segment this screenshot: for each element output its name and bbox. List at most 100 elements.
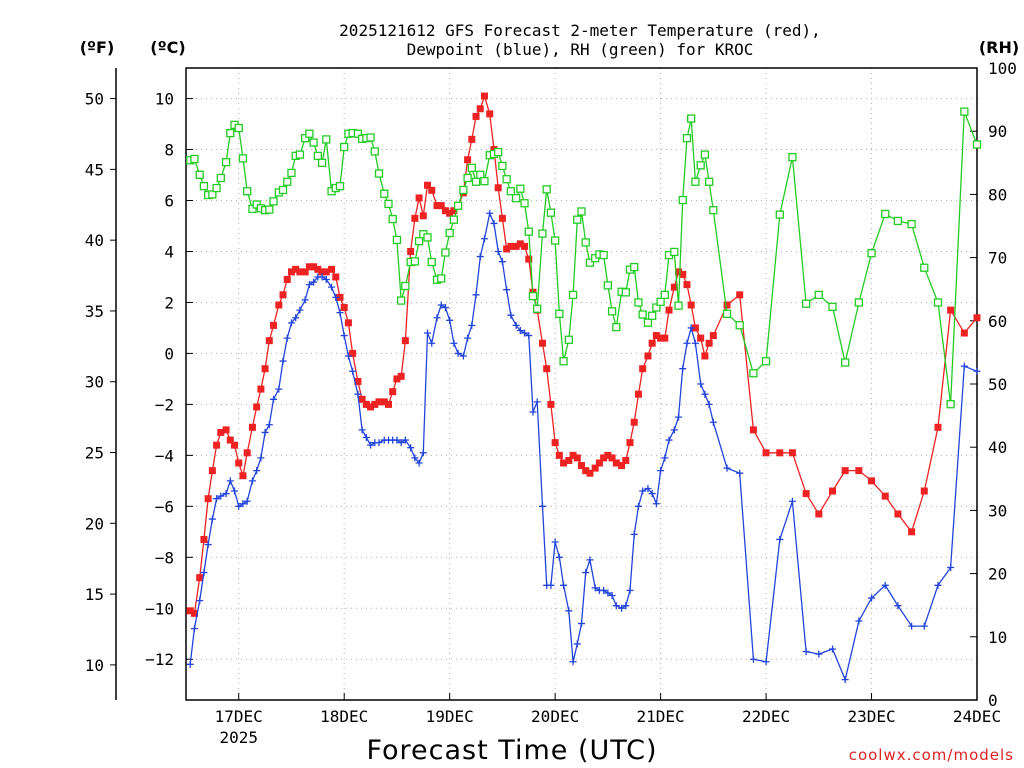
rh-point (283, 177, 292, 186)
rh-point (946, 400, 955, 409)
rh-point (893, 216, 903, 226)
temperature-point (521, 242, 529, 250)
rh-point (907, 219, 916, 229)
temperature-point (569, 451, 577, 459)
dewpoint-point (701, 390, 709, 398)
rh-point (502, 175, 511, 184)
dewpoint-point (705, 400, 713, 408)
dewpoint-point (665, 436, 673, 444)
rh-point (313, 151, 322, 160)
dewpoint-point (586, 556, 594, 564)
temperature-point (480, 92, 488, 100)
temperature-point (384, 400, 392, 408)
dewpoint-point (815, 650, 823, 658)
dewpoint-point (657, 467, 665, 475)
rh-point (933, 298, 943, 307)
rh-point (775, 210, 784, 219)
rh-point (573, 215, 582, 224)
rh-point (397, 296, 406, 305)
dewpoint-point (450, 339, 458, 347)
temperature-point (424, 181, 432, 189)
celsius-tick-label: −10 (145, 599, 174, 618)
rh-point (467, 163, 476, 173)
dewpoint-point (776, 535, 784, 543)
dewpoint-point (472, 291, 480, 299)
temperature-point (301, 268, 309, 276)
dewpoint-point (186, 660, 194, 668)
temperature-point (358, 395, 366, 403)
celsius-tick-label: −2 (155, 395, 174, 414)
rh-point (546, 208, 556, 217)
rh-point (652, 303, 661, 312)
rh-point (555, 309, 564, 318)
rh-point (216, 173, 225, 183)
rh-point (301, 134, 310, 143)
watermark-link[interactable]: coolwx.com/models (849, 746, 1014, 764)
rh-tick-label: 80 (988, 185, 1007, 204)
rh-point (722, 309, 732, 318)
fahrenheit-tick-label: 35 (85, 302, 104, 321)
rh-point (581, 238, 590, 247)
rh-point (471, 177, 481, 186)
rh-point (340, 142, 349, 152)
rh-point (401, 281, 410, 291)
temperature-point (393, 375, 401, 383)
rh-point (660, 290, 669, 300)
rh-point (380, 189, 389, 198)
dewpoint-point (222, 490, 230, 498)
dewpoint-point (683, 339, 691, 347)
dewpoint-point (498, 258, 506, 266)
rh-point (388, 214, 397, 224)
temperature-point (555, 451, 563, 459)
temperature-point (213, 441, 221, 449)
temperature-point (582, 467, 590, 475)
temperature-point (802, 490, 810, 498)
dewpoint-point (243, 497, 251, 505)
temperature-point (296, 268, 304, 276)
rh-point (538, 229, 547, 238)
dewpoint-point (305, 281, 313, 289)
dewpoint-point (332, 293, 340, 301)
rh-point (656, 297, 665, 306)
dewpoint-point (200, 569, 208, 577)
rh-point (524, 227, 533, 236)
temperature-point (608, 454, 616, 462)
temperature-point (639, 365, 647, 373)
dewpoint-point (626, 586, 634, 594)
dewpoint-point (490, 219, 498, 227)
dewpoint-point (257, 454, 265, 462)
temperature-point (634, 390, 642, 398)
dewpoint-point (204, 541, 212, 549)
temperature-point (648, 339, 656, 347)
rh-point (867, 249, 876, 258)
dewpoint-point (486, 209, 494, 217)
rh-point (735, 321, 744, 330)
rh-point (542, 185, 551, 194)
celsius-axis-label: (ºC) (150, 38, 185, 57)
temperature-point (960, 329, 968, 337)
celsius-tick-label: −12 (145, 650, 174, 669)
temperature-point (512, 242, 520, 250)
dewpoint-point (973, 367, 981, 375)
temperature-point (947, 306, 955, 314)
rh-point (238, 154, 248, 163)
celsius-tick-label: 2 (164, 293, 174, 312)
dewpoint-point (344, 352, 352, 360)
temperature-point (560, 459, 568, 467)
rh-tick-label: 0 (988, 691, 998, 710)
rh-point (696, 161, 705, 170)
temperature-point (490, 146, 498, 154)
fahrenheit-tick-label: 15 (85, 585, 104, 604)
dewpoint-point (960, 362, 968, 370)
dewpoint-point (340, 332, 348, 340)
rh-point (287, 168, 296, 178)
dewpoint-point (618, 604, 626, 612)
dewpoint-point (464, 334, 472, 342)
plot-series (186, 92, 982, 684)
rh-point (704, 177, 714, 186)
dewpoint-point (920, 622, 928, 630)
temperature-point (397, 372, 405, 380)
temperature-point (433, 202, 441, 210)
temperature-point (762, 449, 770, 457)
rh-point (437, 274, 446, 283)
